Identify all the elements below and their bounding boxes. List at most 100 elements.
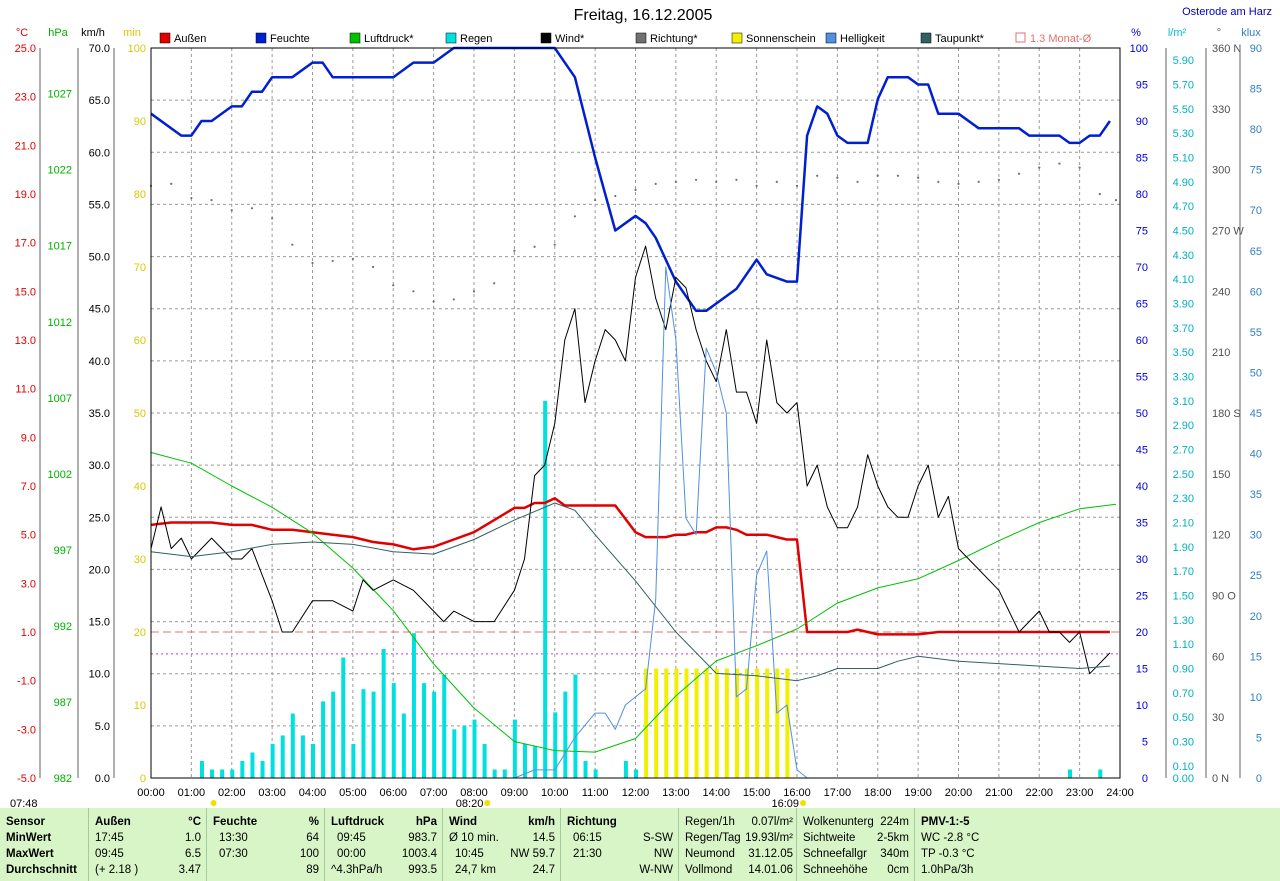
rain-bar: [563, 691, 568, 778]
humidity-tick-label: 0: [1142, 773, 1148, 785]
series-line-feuchte: [150, 46, 1111, 313]
direction-point: [997, 178, 1000, 181]
lux-tick-label: 35: [1250, 489, 1262, 501]
visibility-value: 2-5km: [877, 832, 909, 844]
time-tick-label: 07:00: [420, 787, 448, 799]
direction-point: [170, 182, 173, 185]
lux-tick-label: 15: [1250, 651, 1262, 663]
rain-bar: [411, 633, 416, 778]
humidity-tick-label: 50: [1136, 408, 1148, 420]
lux-tick-label: 30: [1250, 530, 1262, 542]
direction-point: [836, 176, 839, 179]
direction-point: [311, 261, 314, 265]
rain-unit-label: l/m²: [1168, 27, 1187, 39]
rain-tick-label: 1.10: [1173, 639, 1194, 651]
rain-tick-label: 0.30: [1173, 737, 1194, 749]
humidity-tick-label: 25: [1136, 591, 1148, 603]
series-line-auen: [150, 496, 1110, 636]
humidity-tick-label: 5: [1142, 737, 1148, 749]
min-tick-label: 60: [134, 335, 146, 347]
direction-point: [472, 290, 476, 293]
direction-point: [1078, 166, 1081, 169]
direction-tick-label: 270 W: [1212, 226, 1244, 238]
rain-tick-label: 2.30: [1173, 493, 1194, 505]
min-tick-label: 50: [134, 408, 146, 420]
lux-tick-label: 90: [1250, 43, 1262, 55]
legend-item: Feuchte: [255, 32, 310, 45]
full-moon-date: 14.01.06: [748, 864, 793, 876]
legend-item: Wind*: [540, 32, 585, 45]
summary-wind: Wind km/h Ø 10 min. 14.5 10:45 NW 59.7 24,7…: [442, 808, 561, 881]
rain-tick-label: 5.10: [1173, 153, 1194, 165]
legend-swatch: [159, 32, 171, 44]
wind-tick-label: 10.0: [89, 669, 110, 681]
time-tick-label: 17:00: [824, 787, 852, 799]
series-line-taupunkt: [150, 502, 1110, 682]
rain-tick-label: 1.90: [1173, 542, 1194, 554]
outside-min-time: 17:45: [95, 832, 124, 844]
humidity-tick-label: 90: [1136, 116, 1148, 128]
max-row-label: MaxWert: [6, 848, 54, 860]
outside-max-time: 09:45: [95, 848, 124, 860]
humidity-tick-label: 15: [1136, 664, 1148, 676]
humidity-tick-label: 20: [1136, 627, 1148, 639]
wind-avg-label: Ø 10 min.: [449, 832, 499, 844]
min-row-label: MinWert: [6, 832, 52, 844]
time-tick-label: 10:00: [541, 787, 569, 799]
rain-tick-label: 3.30: [1173, 372, 1194, 384]
sunshine-bar: [704, 668, 709, 778]
lux-tick-label: 50: [1250, 367, 1262, 379]
humidity-tick-label: 65: [1136, 299, 1148, 311]
humidity-tick-label: 60: [1136, 335, 1148, 347]
pmv-title: PMV-1:-5: [921, 816, 970, 828]
rain-day-value: 19.93l/m²: [745, 832, 793, 844]
direction-point: [1058, 162, 1061, 165]
direction-tick-label: 90 O: [1212, 591, 1236, 603]
wind-tick-label: 60.0: [89, 147, 110, 159]
direction-max-time: 21:30: [573, 848, 602, 860]
min-tick-label: 70: [134, 262, 146, 274]
lux-tick-label: 55: [1250, 327, 1262, 339]
direction-point: [795, 184, 799, 187]
rain-tick-label: 0.00: [1173, 773, 1194, 785]
rain-hour-value: 0.07l/m²: [751, 816, 793, 828]
legend-label: Regen: [460, 33, 492, 45]
rain-tick-label: 4.10: [1173, 274, 1194, 286]
lux-tick-label: 25: [1250, 570, 1262, 582]
pressure-tick-label: 1012: [48, 317, 72, 329]
sun-markers: 07:48 08:20 16:09: [10, 798, 807, 808]
avg-row-label: Durchschnitt: [6, 864, 77, 876]
wind-tick-label: 50.0: [89, 252, 110, 264]
sunrise-dot: [210, 800, 217, 806]
dewpoint-value: TP -0.3 °C: [921, 848, 975, 860]
legend-swatch: [1015, 32, 1026, 43]
sunshine-bar: [734, 668, 739, 778]
rain-bar: [381, 649, 386, 778]
time-tick-label: 05:00: [339, 787, 367, 799]
rain-bar: [553, 712, 558, 778]
pressure-tick-label: 1017: [48, 241, 72, 253]
direction-point: [896, 174, 900, 177]
temp-tick-label: 21.0: [15, 140, 36, 152]
time-tick-label: 03:00: [258, 787, 286, 799]
rain-tick-label: 4.90: [1173, 177, 1194, 189]
rain-bar: [280, 735, 285, 778]
outside-unit: °C: [188, 816, 201, 828]
min-tick-label: 30: [134, 554, 146, 566]
legend-label: Sonnenschein: [746, 33, 816, 45]
legend-label: Taupunkt*: [935, 33, 985, 45]
rain-bar: [1068, 769, 1073, 778]
sunshine-bar: [755, 668, 760, 778]
sunshine-bar: [765, 668, 770, 778]
rain-bar: [432, 691, 437, 778]
rain-bar: [623, 760, 628, 778]
summary-rain: Regen/1h 0.07l/m² Regen/Tag 19.93l/m² Neum…: [678, 808, 797, 881]
lux-tick-label: 85: [1250, 84, 1262, 96]
rain-tick-label: 5.70: [1173, 80, 1194, 92]
pressure-min-time: 09:45: [337, 832, 366, 844]
rain-tick-label: 0.50: [1173, 712, 1194, 724]
rain-bar: [300, 735, 305, 778]
legend-item: Taupunkt*: [920, 32, 985, 45]
rain-bar: [573, 674, 578, 778]
temp-tick-label: 13.0: [15, 335, 36, 347]
